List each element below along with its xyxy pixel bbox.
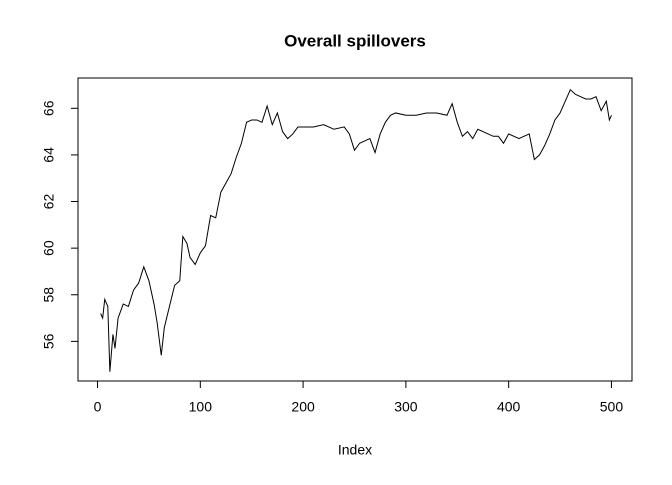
x-tick-label: 200 xyxy=(291,399,315,415)
y-tick-label: 56 xyxy=(41,333,57,349)
x-tick-label: 400 xyxy=(497,399,521,415)
y-tick-label: 66 xyxy=(41,100,57,116)
x-tick-label: 0 xyxy=(94,399,102,415)
x-tick-label: 300 xyxy=(394,399,418,415)
x-tick-label: 100 xyxy=(189,399,213,415)
y-tick-label: 58 xyxy=(41,287,57,303)
x-tick-label: 500 xyxy=(600,399,624,415)
data-line xyxy=(100,88,612,372)
y-tick-label: 62 xyxy=(41,194,57,210)
chart-title: Overall spillovers xyxy=(284,31,426,50)
y-tick-label: 64 xyxy=(41,147,57,163)
x-axis-label: Index xyxy=(338,442,372,458)
plot-box xyxy=(77,77,633,382)
y-tick-label: 60 xyxy=(41,240,57,256)
